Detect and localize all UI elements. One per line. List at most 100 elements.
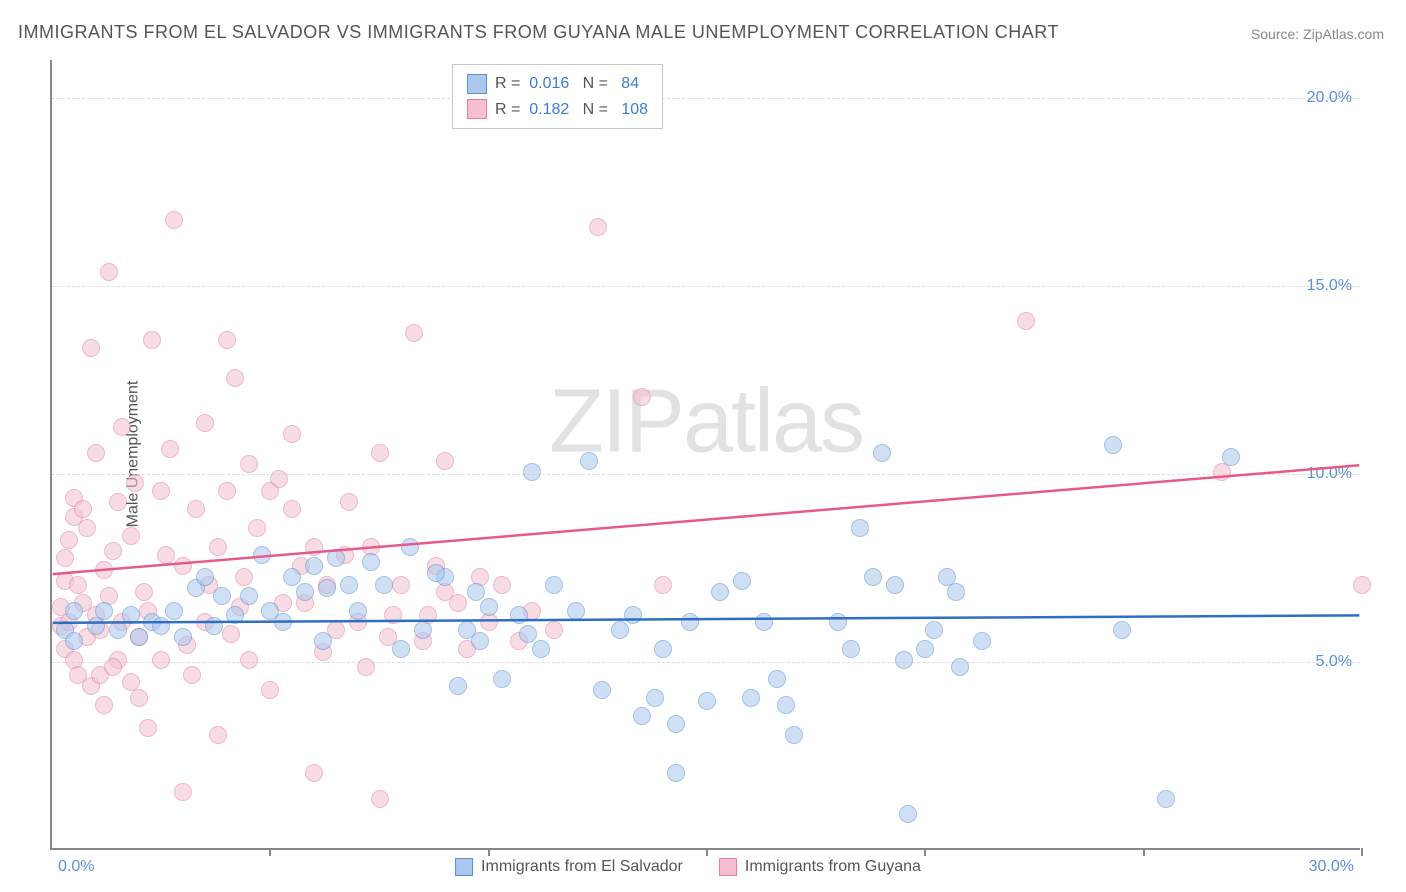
x-tick [269,848,271,856]
data-point [104,658,122,676]
x-axis-max-label: 30.0% [1309,858,1354,876]
data-point [392,576,410,594]
data-point [82,339,100,357]
data-point [95,561,113,579]
data-point [873,444,891,462]
data-point [947,583,965,601]
data-point [589,218,607,236]
data-point [667,764,685,782]
data-point [510,606,528,624]
data-point [742,689,760,707]
data-point [733,572,751,590]
data-point [165,602,183,620]
data-point [1353,576,1371,594]
data-point [152,482,170,500]
data-point [187,500,205,518]
data-point [449,594,467,612]
data-point [371,444,389,462]
data-point [139,719,157,737]
data-point [161,440,179,458]
data-point [87,444,105,462]
data-point [109,493,127,511]
y-tick-label: 10.0% [1307,465,1352,483]
data-point [480,598,498,616]
correlation-legend: R = 0.016 N = 84R = 0.182 N = 108 [452,64,663,129]
legend-row: R = 0.016 N = 84 [467,71,648,97]
data-point [130,628,148,646]
data-point [427,564,445,582]
trend-line [53,465,1360,574]
data-point [362,553,380,571]
x-tick [924,848,926,856]
trend-line [53,615,1360,623]
data-point [56,549,74,567]
data-point [183,666,201,684]
data-point [851,519,869,537]
data-point [886,576,904,594]
data-point [357,658,375,676]
data-point [283,568,301,586]
data-point [305,557,323,575]
data-point [235,568,253,586]
data-point [274,613,292,631]
series-legend: Immigrants from El SalvadorImmigrants fr… [455,858,957,876]
data-point [711,583,729,601]
gridline [52,98,1360,99]
data-point [152,651,170,669]
data-point [768,670,786,688]
data-point [654,640,672,658]
data-point [1017,312,1035,330]
data-point [240,587,258,605]
data-point [270,470,288,488]
data-point [305,538,323,556]
gridline [52,286,1360,287]
data-point [899,805,917,823]
data-point [681,613,699,631]
x-tick [1361,848,1363,856]
data-point [698,692,716,710]
data-point [375,576,393,594]
data-point [545,621,563,639]
data-point [467,583,485,601]
data-point [296,583,314,601]
data-point [973,632,991,650]
data-point [240,651,258,669]
data-point [104,542,122,560]
data-point [65,632,83,650]
data-point [78,519,96,537]
data-point [777,696,795,714]
x-tick [706,848,708,856]
data-point [226,606,244,624]
data-point [1157,790,1175,808]
data-point [401,538,419,556]
data-point [611,621,629,639]
data-point [532,640,550,658]
data-point [895,651,913,669]
data-point [785,726,803,744]
data-point [209,538,227,556]
data-point [580,452,598,470]
data-point [842,640,860,658]
data-point [60,531,78,549]
data-point [222,625,240,643]
data-point [1222,448,1240,466]
data-point [633,707,651,725]
data-point [405,324,423,342]
data-point [925,621,943,639]
data-point [218,482,236,500]
data-point [864,568,882,586]
data-point [74,500,92,518]
data-point [349,602,367,620]
data-point [69,576,87,594]
data-point [667,715,685,733]
data-point [755,613,773,631]
legend-row: R = 0.182 N = 108 [467,97,648,123]
data-point [1113,621,1131,639]
data-point [519,625,537,643]
data-point [209,726,227,744]
y-axis-label: Male Unemployment [124,381,142,528]
y-tick-label: 20.0% [1307,89,1352,107]
data-point [327,549,345,567]
data-point [135,583,153,601]
data-point [646,689,664,707]
